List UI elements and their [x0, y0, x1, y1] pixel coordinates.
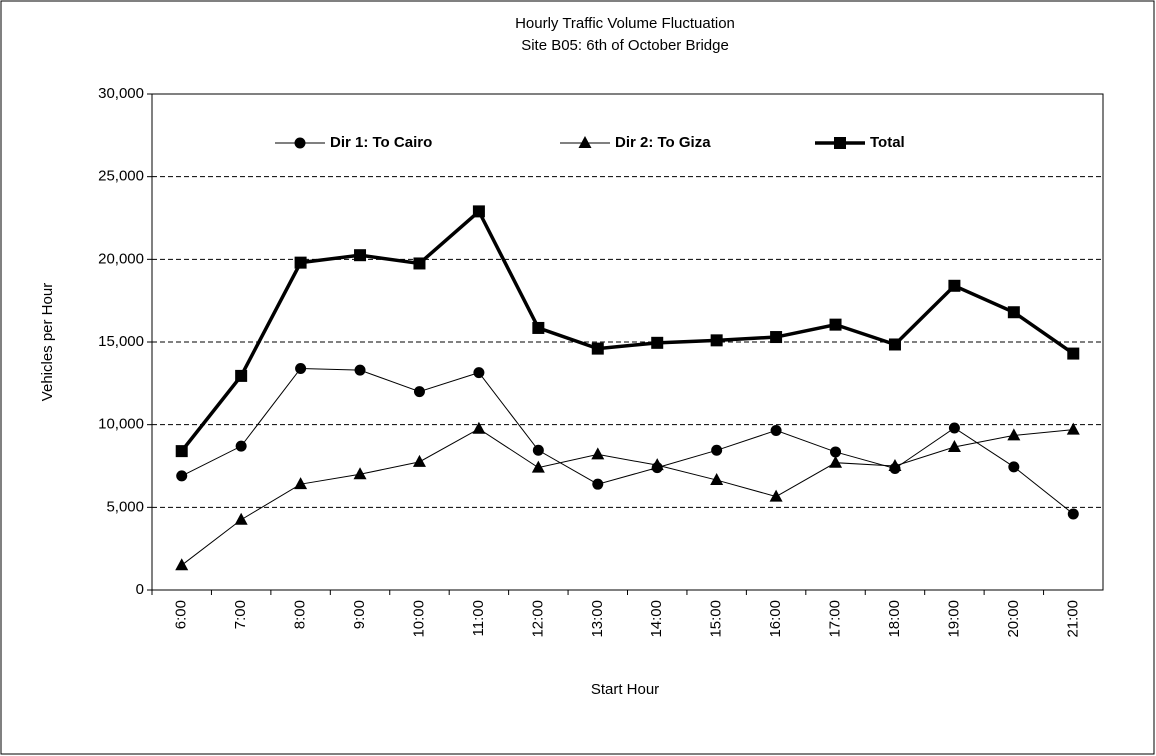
y-tick-label: 25,000	[98, 168, 144, 185]
marker	[591, 447, 605, 460]
x-tick-label: 19:00	[945, 600, 962, 638]
y-tick-label: 5,000	[106, 498, 144, 515]
x-tick-label: 11:00	[470, 600, 487, 636]
marker	[710, 473, 724, 486]
x-tick-label: 18:00	[886, 600, 903, 638]
marker	[829, 318, 842, 331]
marker	[711, 444, 723, 456]
marker	[295, 362, 307, 374]
marker	[888, 459, 902, 471]
legend-label: Dir 1: To Cairo	[330, 134, 432, 151]
y-tick-label: 15,000	[98, 333, 144, 350]
legend-label: Total	[870, 134, 905, 151]
series-line	[181, 428, 1074, 566]
marker	[834, 137, 846, 149]
marker	[176, 470, 188, 482]
marker	[472, 421, 486, 434]
marker	[413, 386, 425, 398]
marker	[412, 454, 426, 467]
marker	[888, 338, 901, 351]
marker	[354, 364, 366, 376]
marker	[532, 321, 545, 334]
marker	[1008, 461, 1020, 473]
series-line	[181, 367, 1074, 515]
marker	[1007, 306, 1020, 319]
marker	[473, 367, 485, 379]
marker	[710, 334, 723, 347]
y-tick-label: 20,000	[98, 250, 144, 267]
marker	[651, 336, 664, 349]
marker	[948, 279, 961, 292]
chart-title: Hourly Traffic Volume Fluctuation	[515, 15, 735, 32]
x-tick-label: 8:00	[292, 600, 309, 629]
marker	[294, 137, 306, 149]
marker	[829, 455, 843, 468]
x-tick-label: 12:00	[529, 600, 546, 638]
marker	[948, 422, 960, 434]
marker	[1067, 347, 1080, 360]
x-tick-label: 10:00	[410, 600, 427, 638]
y-tick-label: 0	[136, 581, 144, 598]
x-tick-label: 7:00	[232, 600, 249, 629]
marker	[413, 257, 426, 270]
marker	[650, 458, 664, 471]
marker	[175, 445, 188, 458]
marker	[769, 489, 783, 502]
y-tick-label: 10,000	[98, 416, 144, 433]
marker	[294, 256, 307, 269]
marker	[235, 440, 247, 452]
marker	[1066, 422, 1080, 435]
marker	[592, 478, 604, 490]
marker	[1007, 428, 1021, 441]
x-tick-label: 16:00	[767, 600, 784, 638]
marker	[532, 444, 544, 456]
x-tick-label: 6:00	[173, 600, 190, 629]
legend-label: Dir 2: To Giza	[615, 134, 711, 151]
x-axis-label: Start Hour	[591, 681, 659, 698]
marker	[578, 136, 592, 148]
marker	[591, 342, 604, 355]
marker	[1067, 508, 1079, 520]
marker	[770, 424, 782, 436]
x-tick-label: 9:00	[351, 600, 368, 629]
y-axis-label: Vehicles per Hour	[39, 283, 56, 401]
marker	[234, 512, 248, 525]
marker	[175, 558, 189, 571]
x-tick-label: 17:00	[827, 600, 844, 638]
x-tick-label: 20:00	[1005, 600, 1022, 638]
marker	[235, 369, 248, 382]
x-tick-label: 13:00	[589, 600, 606, 638]
x-tick-label: 15:00	[708, 600, 725, 638]
x-tick-label: 14:00	[648, 600, 665, 638]
series-line	[180, 208, 1075, 453]
marker	[531, 460, 545, 473]
marker	[353, 467, 367, 480]
x-tick-label: 21:00	[1064, 600, 1081, 638]
chart-subtitle: Site B05: 6th of October Bridge	[521, 37, 729, 54]
marker	[830, 446, 842, 458]
y-tick-label: 30,000	[98, 85, 144, 102]
marker	[947, 439, 961, 452]
marker	[770, 331, 783, 344]
marker	[472, 205, 485, 218]
marker	[354, 249, 367, 262]
marker	[294, 477, 308, 490]
